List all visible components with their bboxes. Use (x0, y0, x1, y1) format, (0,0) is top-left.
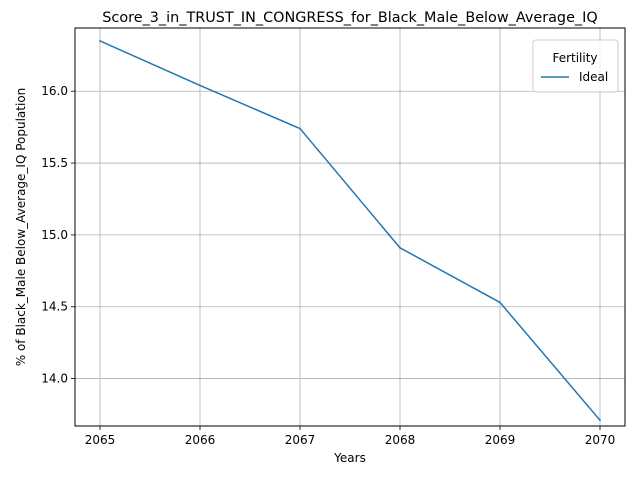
series-line-ideal (99, 39, 602, 422)
y-tick-label: 16.0 (41, 84, 68, 98)
data-point (99, 40, 101, 42)
data-point (199, 84, 201, 87)
x-axis-label: Years (333, 451, 366, 465)
x-tick-label: 2070 (585, 433, 616, 447)
data-point (499, 301, 501, 304)
y-tick-label: 15.0 (41, 228, 68, 242)
x-tick-label: 2066 (185, 433, 216, 447)
plot-frame (74, 27, 626, 427)
y-axis-label: % of Black_Male Below_Average_IQ Populat… (14, 88, 28, 367)
legend-title: Fertility (552, 51, 597, 65)
y-tick-label: 14.0 (41, 372, 68, 386)
chart-title: Score_3_in_TRUST_IN_CONGRESS_for_Black_M… (102, 10, 597, 26)
legend: Fertility Ideal (532, 39, 619, 93)
legend-box (532, 39, 619, 93)
x-tick-label: 2068 (385, 433, 416, 447)
x-tick-label: 2069 (485, 433, 516, 447)
legend-label: Ideal (579, 70, 608, 84)
data-point (599, 419, 601, 422)
data-point (299, 127, 301, 130)
x-axis-ticks: 2065 2066 2067 2068 2069 2070 (85, 426, 616, 447)
series-layer (99, 39, 602, 422)
y-tick-label: 15.5 (41, 156, 68, 170)
x-tick-label: 2067 (285, 433, 316, 447)
x-tick-label: 2065 (85, 433, 116, 447)
y-axis-ticks: 14.0 14.5 15.0 15.5 16.0 (41, 84, 75, 386)
y-tick-label: 14.5 (41, 300, 68, 314)
data-point (399, 247, 401, 249)
